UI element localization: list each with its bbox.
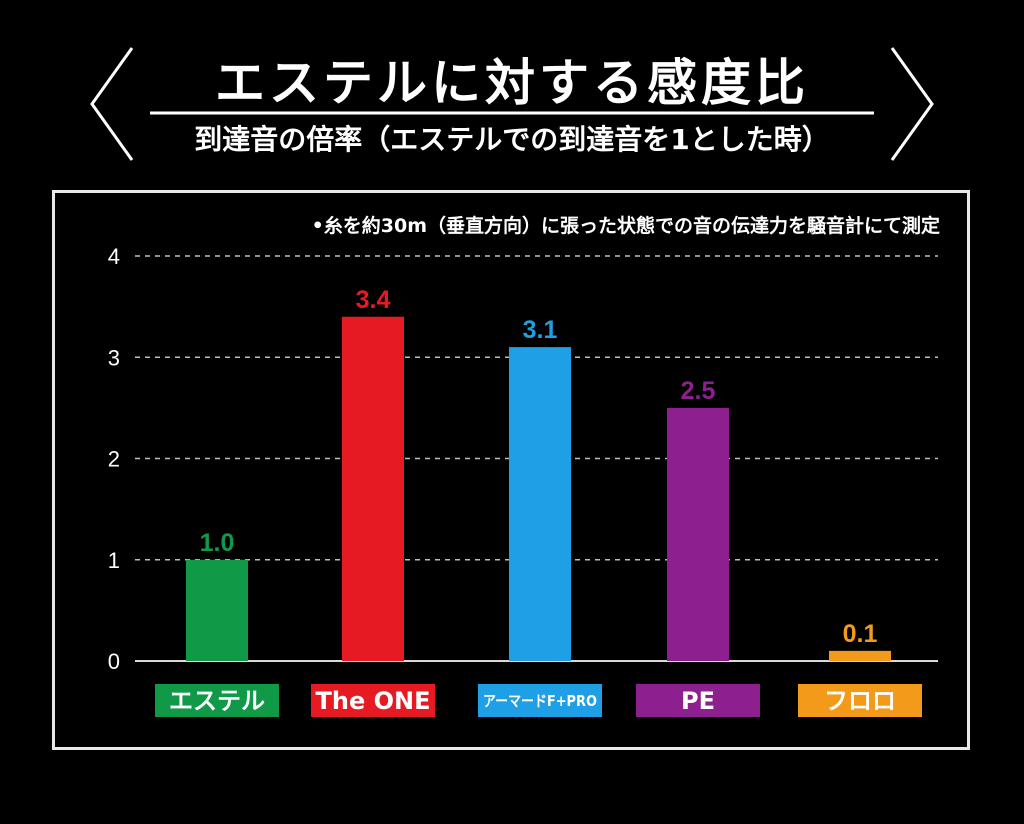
- page-subtitle: 到達音の倍率（エステルでの到達音を1とした時）: [194, 123, 830, 156]
- bar: [509, 347, 571, 661]
- y-tick-label: 4: [108, 244, 120, 269]
- category-tag: [311, 684, 435, 717]
- bar-value-label: 2.5: [681, 377, 716, 405]
- y-tick-label: 2: [108, 447, 120, 472]
- bar-value-label: 1.0: [200, 529, 235, 557]
- category-tag: [155, 684, 279, 717]
- bar: [667, 407, 729, 661]
- bar: [342, 316, 404, 661]
- x-tick-label: アーマードF+PRO: [483, 692, 597, 710]
- bar: [186, 559, 248, 661]
- measurement-note: •糸を約30m（垂直方向）に張った状態での音の伝達力を騒音計にて測定: [311, 215, 940, 237]
- title-decoration: [90, 47, 934, 161]
- page-title: エステルに対する感度比: [215, 54, 809, 112]
- bar-value-label: 3.4: [356, 286, 391, 314]
- title-block: エステルに対する感度比 到達音の倍率（エステルでの到達音を1とした時）: [0, 0, 1024, 190]
- category-tag: [478, 684, 602, 717]
- y-tick-label: 1: [108, 548, 120, 573]
- bar-value-label: 0.1: [843, 620, 878, 648]
- x-tick-label: エステル: [169, 687, 265, 715]
- x-tick-label: PE: [681, 687, 715, 715]
- category-tag: [636, 684, 760, 717]
- y-tick-label: 3: [108, 345, 120, 370]
- bar-value-label: 3.1: [523, 316, 558, 344]
- chart-frame: [52, 190, 970, 750]
- right-chevron-icon: [890, 47, 934, 161]
- x-tick-label: フロロ: [824, 687, 896, 715]
- left-chevron-icon: [90, 47, 134, 161]
- bar: [829, 650, 891, 661]
- y-tick-label: 0: [108, 649, 120, 674]
- category-tag: [798, 684, 922, 717]
- x-tick-label: The ONE: [316, 687, 431, 715]
